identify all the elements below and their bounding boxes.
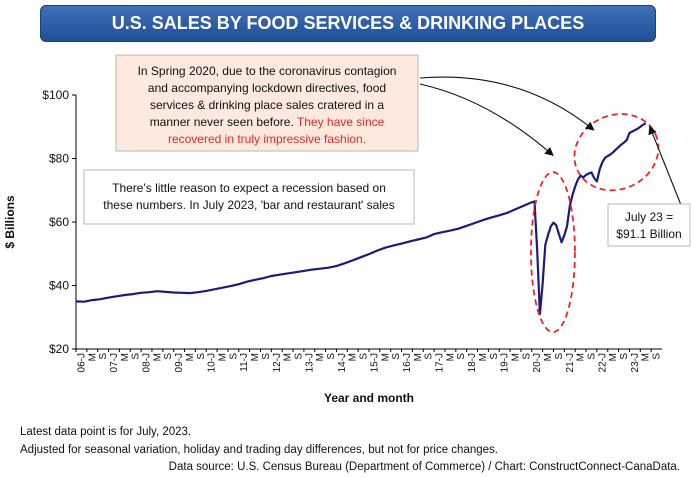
x-tick-label: 09-J [174, 353, 185, 372]
x-tick-label: S [228, 353, 239, 360]
x-tick-label: S [456, 353, 467, 360]
callout-mid-line: There's little reason to expect a recess… [112, 181, 386, 195]
callout-top-line: and accompanying lockdown directives, fo… [148, 81, 386, 95]
x-tick-label: 19-J [500, 353, 511, 372]
arrow-to-recovery [419, 76, 595, 131]
recovery-highlight-ellipse [573, 113, 660, 192]
callout-right-line2: $91.1 Billion [616, 227, 681, 241]
callout-top-red-span: They have since [297, 115, 385, 129]
x-tick-label: 15-J [369, 353, 380, 372]
y-tick-label: $60 [49, 215, 69, 229]
x-tick-label: M [641, 353, 652, 361]
x-tick-label: M [185, 353, 196, 361]
y-tick-label: $20 [49, 342, 69, 356]
x-tick-label: S [261, 353, 272, 360]
footnote-latest: Latest data point is for July, 2023. [20, 426, 192, 438]
x-axis-title: Year and month [324, 391, 414, 405]
x-tick-label: S [554, 353, 565, 360]
x-tick-label: M [250, 353, 261, 361]
x-tick-label: S [619, 353, 630, 360]
x-tick-label: 08-J [142, 353, 153, 372]
x-tick-label: S [359, 353, 370, 360]
x-tick-label: 11-J [239, 353, 250, 372]
x-tick-label: S [391, 353, 402, 360]
callout-top-red-line: recovered in truly impressive fashion. [168, 132, 366, 146]
x-tick-label: S [196, 353, 207, 360]
x-tick-label: M [478, 353, 489, 361]
x-tick-label: S [489, 353, 500, 360]
callout-mid-box [83, 169, 415, 225]
footnote-adjusted: Adjusted for seasonal variation, holiday… [20, 444, 498, 456]
x-tick-label: M [87, 353, 98, 361]
callout-top-line: manner never seen before. They have sinc… [150, 115, 385, 129]
x-tick-label: 23-J [630, 353, 641, 372]
x-tick-label: 13-J [304, 353, 315, 372]
crash-highlight-ellipse [530, 171, 576, 334]
x-tick-label: 16-J [402, 353, 413, 372]
callout-right-box [607, 203, 691, 247]
x-tick-label: 06-J [76, 353, 87, 372]
x-tick-label: S [424, 353, 435, 360]
x-tick-label: S [586, 353, 597, 360]
x-tick-label: S [163, 353, 174, 360]
x-tick-label: 18-J [467, 353, 478, 372]
y-tick-label: $100 [42, 88, 69, 102]
x-tick-label: M [315, 353, 326, 361]
callout-top-black-span: manner never seen before. [150, 115, 297, 129]
data-source: Data source: U.S. Census Bureau (Departm… [168, 461, 680, 473]
chart-annotations [419, 76, 684, 334]
x-tick-label: M [445, 353, 456, 361]
x-tick-label: M [413, 353, 424, 361]
x-tick-label: M [380, 353, 391, 361]
x-tick-label: M [543, 353, 554, 361]
x-tick-label: M [511, 353, 522, 361]
chart-callouts: In Spring 2020, due to the coronavirus c… [83, 54, 691, 247]
callout-top-box [115, 54, 419, 152]
x-tick-label: M [608, 353, 619, 361]
x-tick-label: 22-J [597, 353, 608, 372]
arrow-to-latest [648, 125, 684, 211]
chart-title-banner: U.S. SALES BY FOOD SERVICES & DRINKING P… [40, 5, 656, 42]
y-tick-label: $80 [49, 152, 69, 166]
x-tick-label: M [218, 353, 229, 361]
x-tick-label: S [652, 353, 663, 360]
x-tick-label: M [576, 353, 587, 361]
x-tick-label: S [326, 353, 337, 360]
y-tick-label: $40 [49, 279, 69, 293]
arrow-to-crash [419, 83, 554, 157]
x-tick-label: S [131, 353, 142, 360]
x-tick-label: 14-J [337, 353, 348, 372]
x-tick-label: M [348, 353, 359, 361]
y-axis-title: $ Billions [3, 195, 17, 249]
x-tick-label: 12-J [272, 353, 283, 372]
x-tick-label: M [283, 353, 294, 361]
x-tick-label: S [521, 353, 532, 360]
series-line [75, 122, 647, 316]
x-tick-label: 20-J [532, 353, 543, 372]
callout-right-line1: July 23 = [625, 210, 673, 224]
x-tick-label: 07-J [109, 353, 120, 372]
x-tick-label: 17-J [435, 353, 446, 372]
chart-series [75, 122, 647, 316]
chart-title: U.S. SALES BY FOOD SERVICES & DRINKING P… [111, 13, 585, 33]
callout-top-line: services & drinking place sales cratered… [150, 98, 384, 112]
x-tick-label: S [293, 353, 304, 360]
x-tick-label: S [98, 353, 109, 360]
callout-top-line: In Spring 2020, due to the coronavirus c… [138, 64, 397, 78]
callout-mid-line: these numbers. In July 2023, 'bar and re… [103, 198, 394, 212]
x-tick-label: M [120, 353, 131, 361]
x-tick-label: M [152, 353, 163, 361]
x-tick-label: 10-J [207, 353, 218, 372]
x-tick-label: 21-J [565, 353, 576, 372]
